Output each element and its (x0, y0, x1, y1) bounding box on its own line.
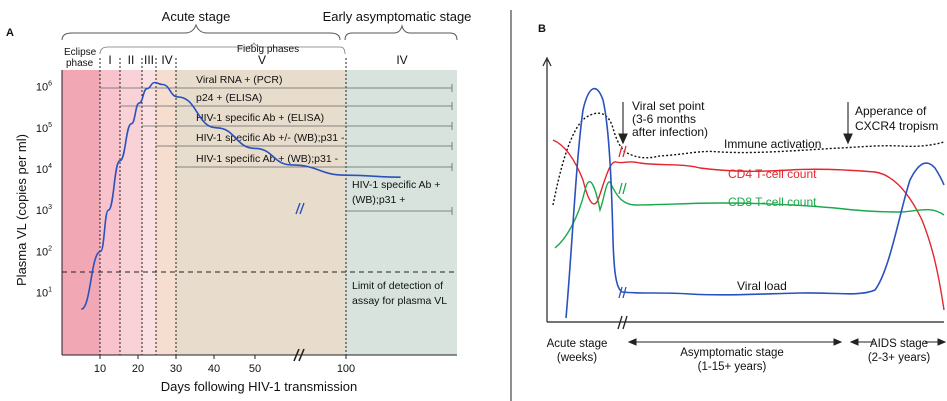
x-tick-30: 30 (170, 363, 182, 375)
panel-b-axes (542, 56, 944, 323)
panel-b-curve-breaks (618, 145, 627, 299)
stage-asym-line1: Asymptomatic stage (680, 347, 784, 359)
detection-label-line2: assay for plasma VL (352, 295, 447, 307)
stage-arrows (627, 338, 947, 346)
eclipse-label: Eclipse (64, 47, 97, 58)
immune-activation-label: Immune activation (724, 137, 821, 151)
fiebig-title: Fiebig phases (237, 44, 299, 55)
x-tick-50: 50 (249, 363, 261, 375)
x-tick-10: 10 (94, 363, 106, 375)
set-point-line1: Viral set point (632, 99, 705, 113)
stage-aids-line1: AIDS stage (870, 338, 928, 350)
stage-asym-line2: (1-15+ years) (698, 361, 767, 373)
asymptomatic-region (346, 70, 457, 355)
panel-b-letter: B (538, 23, 546, 35)
viral-load-curve (80, 81, 401, 310)
cxcr4-line1: Apperance of (855, 104, 927, 118)
marker-viral-rna: Viral RNA + (PCR) (196, 74, 282, 86)
cd8-label: CD8 T-cell count (728, 195, 817, 209)
marker-late-line2: (WB);p31 + (352, 194, 405, 206)
fiebig-phase-iv-late: IV (396, 53, 407, 67)
marker-ab-wb: HIV-1 specific Ab + (WB);p31 - (196, 153, 339, 165)
cxcr4-line2: CXCR4 tropism (855, 119, 938, 133)
axis-break-marks (293, 348, 305, 362)
y-axis-label: Plasma VL (copies per ml) (14, 134, 29, 286)
y-tick-label: 103 (36, 204, 52, 217)
cd4-label: CD4 T-cell count (728, 167, 817, 181)
phase-boundaries (99, 58, 347, 355)
fiebig-phase-iii: III (144, 53, 154, 67)
cd4-count-curve (552, 139, 945, 311)
y-tick-labels: 101 102 103 104 105 106 (36, 81, 52, 300)
x-tick-100: 100 (337, 363, 355, 375)
x-tick-40: 40 (208, 363, 220, 375)
stage-acute-line2: (weeks) (557, 352, 597, 364)
set-point-line2: (3-6 months (632, 112, 696, 126)
early-asymptomatic-brace (344, 24, 458, 41)
set-point-arrow (618, 102, 628, 145)
early-asymptomatic-label: Early asymptomatic stage (323, 9, 472, 24)
marker-ab-elisa: HIV-1 specific Ab + (ELISA) (196, 112, 324, 124)
viral-load-curve-b (565, 87, 945, 319)
phase-iv-region (156, 70, 176, 355)
marker-ab-wb-pm: HIV-1 specific Ab +/- (WB);p31 - (196, 132, 345, 144)
phase-v-region (176, 70, 346, 355)
y-tick-label: 106 (36, 81, 52, 94)
curve-break-marks (295, 202, 305, 215)
panel-b-x-break (617, 315, 628, 330)
marker-p24: p24 + (ELISA) (196, 92, 262, 104)
y-tick-label: 104 (36, 163, 52, 176)
acute-stage-brace (61, 23, 341, 41)
y-tick-label: 105 (36, 122, 52, 135)
marker-late-line1: HIV-1 specific Ab + (352, 179, 440, 191)
acute-stage-label: Acute stage (162, 9, 231, 24)
eclipse-label-2: phase (66, 58, 94, 69)
viral-load-label: Viral load (737, 279, 787, 293)
detection-label-line1: Limit of detection of (352, 280, 443, 292)
y-tick-label: 101 (36, 287, 52, 300)
cd8-count-curve (554, 181, 945, 249)
phase-i-region (100, 70, 120, 355)
panel-a-letter: A (6, 27, 14, 39)
stage-aids-line2: (2-3+ years) (868, 352, 930, 364)
cxcr4-arrow (843, 102, 853, 145)
fiebig-brace (99, 42, 346, 55)
eclipse-region (62, 70, 100, 355)
fiebig-phase-ii: II (128, 53, 135, 67)
set-point-line3: after infection) (632, 125, 708, 139)
x-tick-marks (99, 355, 347, 359)
fiebig-phase-i: I (108, 53, 111, 67)
immune-activation-curve (552, 112, 945, 206)
x-axis-label: Days following HIV-1 transmission (161, 379, 358, 394)
y-tick-label: 102 (36, 245, 52, 258)
fiebig-phase-iv: IV (161, 53, 172, 67)
stage-acute-line1: Acute stage (547, 338, 608, 350)
fiebig-phase-v: V (258, 53, 266, 67)
phase-ii-region (120, 70, 142, 355)
x-tick-20: 20 (132, 363, 144, 375)
marker-lines (100, 87, 452, 212)
phase-iii-region (142, 70, 156, 355)
